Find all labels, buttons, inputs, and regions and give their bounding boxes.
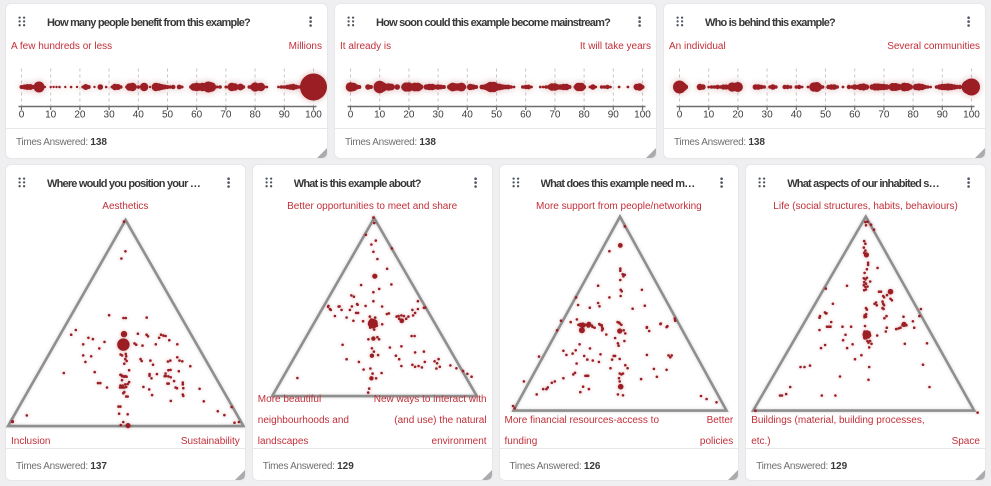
svg-text:10: 10	[45, 109, 57, 120]
svg-text:90: 90	[937, 109, 949, 120]
svg-text:20: 20	[74, 109, 86, 120]
svg-text:40: 40	[791, 109, 803, 120]
svg-text:70: 70	[549, 109, 561, 120]
svg-text:100: 100	[634, 109, 651, 120]
svg-text:50: 50	[162, 109, 174, 120]
svg-text:80: 80	[908, 109, 920, 120]
svg-text:60: 60	[849, 109, 861, 120]
svg-text:70: 70	[878, 109, 890, 120]
svg-text:0: 0	[19, 109, 25, 120]
svg-text:60: 60	[191, 109, 203, 120]
svg-text:30: 30	[433, 109, 445, 120]
svg-text:0: 0	[348, 109, 354, 120]
svg-text:20: 20	[732, 109, 744, 120]
svg-text:100: 100	[963, 109, 980, 120]
svg-text:90: 90	[279, 109, 291, 120]
svg-text:50: 50	[820, 109, 832, 120]
svg-text:10: 10	[374, 109, 386, 120]
svg-text:10: 10	[703, 109, 715, 120]
svg-text:20: 20	[403, 109, 415, 120]
svg-text:90: 90	[608, 109, 620, 120]
svg-text:80: 80	[250, 109, 262, 120]
svg-text:100: 100	[305, 109, 322, 120]
svg-text:40: 40	[133, 109, 145, 120]
svg-text:50: 50	[491, 109, 503, 120]
svg-text:0: 0	[677, 109, 683, 120]
svg-text:30: 30	[104, 109, 116, 120]
svg-text:60: 60	[520, 109, 532, 120]
svg-text:40: 40	[462, 109, 474, 120]
svg-text:70: 70	[220, 109, 232, 120]
svg-text:30: 30	[762, 109, 774, 120]
svg-text:80: 80	[579, 109, 591, 120]
